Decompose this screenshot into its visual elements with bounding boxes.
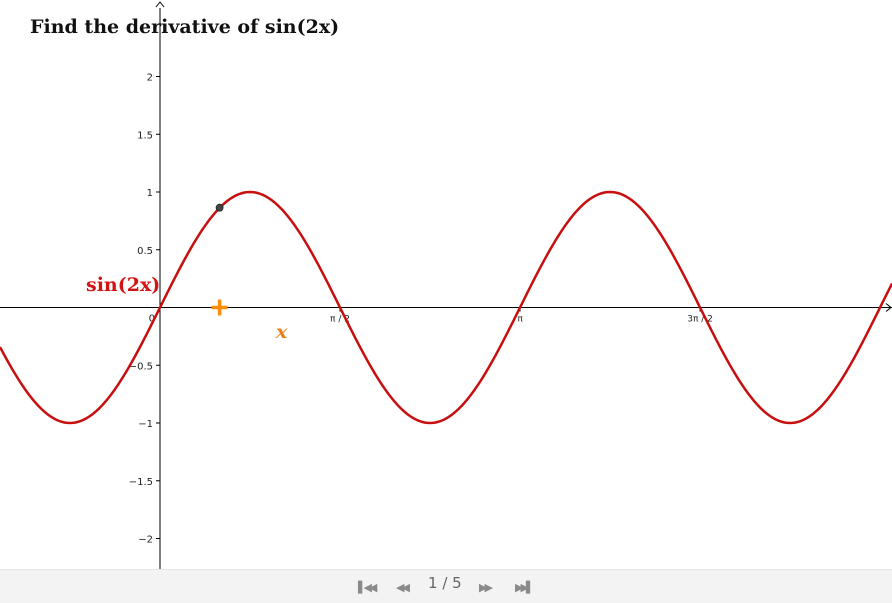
step-back-button[interactable]: ◀◀ (396, 577, 410, 597)
page-total: 5 (452, 574, 462, 592)
point-x-label: x (276, 321, 288, 343)
y-axis-arrow-icon (155, 1, 165, 8)
step-back-icon: ◀◀ (396, 580, 410, 594)
step-forward-icon: ▶▶ (479, 580, 493, 594)
page-separator: / (437, 574, 453, 592)
x-tick-label: 3π / 2 (687, 315, 713, 325)
x-tick-label: π / 2 (330, 315, 350, 325)
series-line-sin2x (0, 190, 892, 425)
navigation-bar: ▌◀◀ ◀◀ 1 / 5 ▶▶ ▶▶▌ (0, 569, 892, 603)
y-tick-label: 1.5 (137, 130, 153, 141)
y-tick-label: −1 (138, 419, 153, 430)
skip-first-button[interactable]: ▌◀◀ (358, 577, 377, 597)
origin-label: 0 (149, 314, 155, 325)
y-tick-label: 0.5 (137, 246, 153, 257)
curve-point (215, 203, 224, 212)
page-indicator: 1 / 5 (428, 574, 462, 592)
title-prefix: Find the derivative of (30, 16, 259, 38)
x-axis-arrow-icon (885, 303, 892, 312)
y-tick-label: −2 (138, 535, 153, 546)
skip-first-icon: ▌◀◀ (358, 580, 377, 594)
y-tick-label: −1.5 (129, 477, 153, 488)
graph-canvas[interactable]: 2 1.5 1 0.5 −0.5 −1 −1.5 −2 π / 2 π 3π / 2 0 (0, 0, 892, 569)
title-math: sin(2x) (264, 16, 340, 38)
y-tick-label: 1 (147, 188, 153, 199)
skip-last-icon: ▶▶▌ (515, 580, 534, 594)
step-forward-button[interactable]: ▶▶ (479, 577, 493, 597)
skip-last-button[interactable]: ▶▶▌ (515, 577, 534, 597)
page-title: Find the derivative of sin(2x) (30, 16, 339, 38)
x-tick-label: π (517, 315, 523, 325)
y-tick-label: −0.5 (129, 361, 153, 372)
function-label: sin(2x) (86, 274, 161, 296)
page-current: 1 (428, 574, 438, 592)
y-tick-label: 2 (147, 73, 153, 84)
